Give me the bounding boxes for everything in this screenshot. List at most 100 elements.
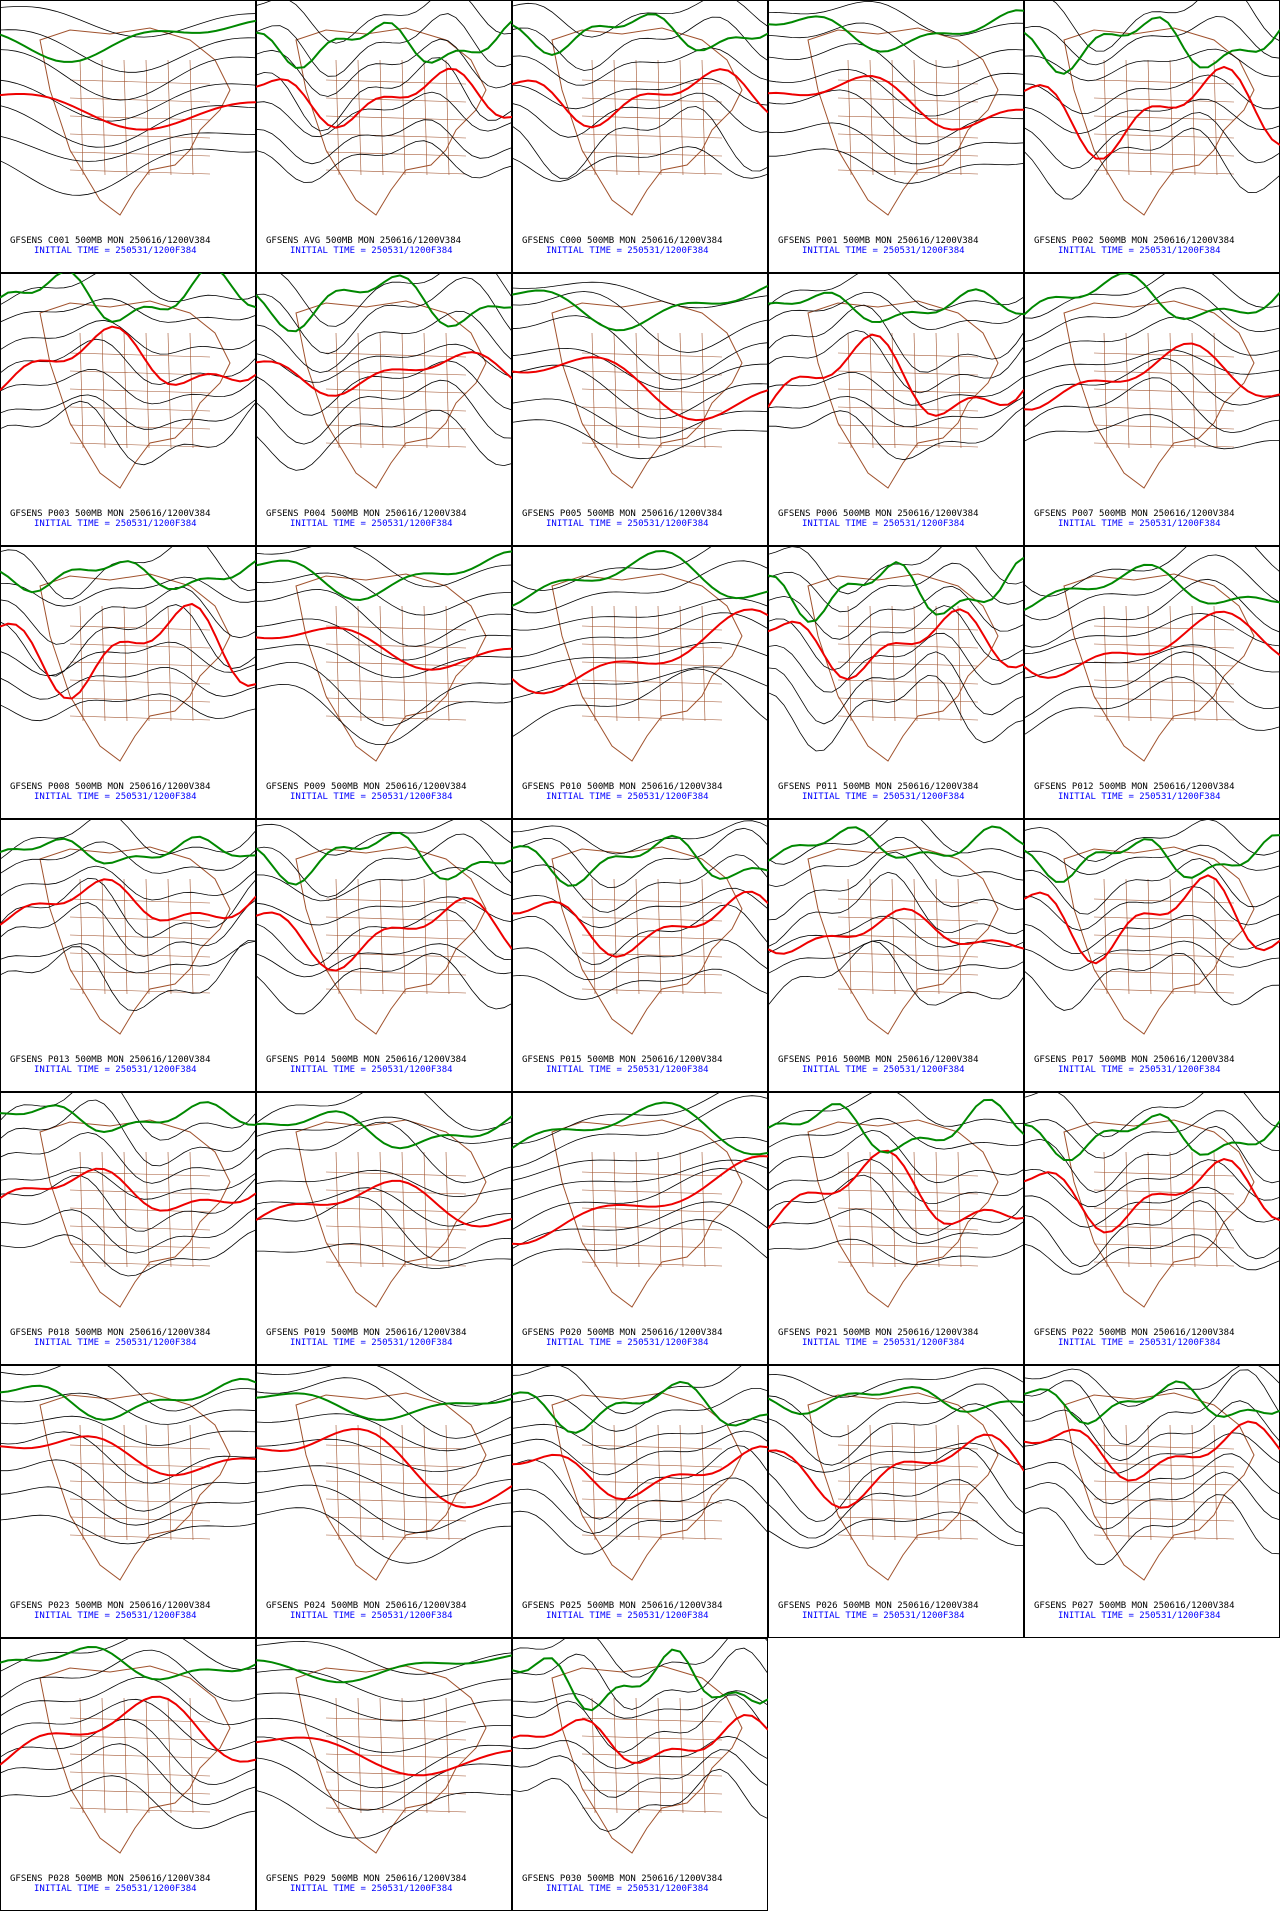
height-contour <box>512 106 768 179</box>
state-line <box>69 697 211 703</box>
state-line <box>325 697 467 703</box>
state-line <box>325 370 467 376</box>
contour-552 <box>768 1098 1024 1154</box>
contour-576 <box>1024 65 1280 160</box>
state-line <box>325 1171 467 1177</box>
coastline <box>551 573 743 762</box>
coastline <box>1063 27 1255 216</box>
state-line <box>357 1151 362 1268</box>
map: GFSENS P014 500MB MON 250616/1200V384INI… <box>256 819 512 1092</box>
map: GFSENS P006 500MB MON 250616/1200V384INI… <box>768 273 1024 546</box>
map-panel: GFSENS AVG 500MB MON 250616/1200V384 INIT… <box>256 0 512 273</box>
height-contour <box>768 836 1024 888</box>
height-contour <box>512 854 768 913</box>
state-line <box>1125 59 1130 176</box>
state-line <box>635 1697 640 1814</box>
state-line <box>701 878 706 995</box>
state-line <box>613 1151 618 1268</box>
state-line <box>701 332 706 449</box>
height-contour <box>512 16 768 71</box>
panel-frame <box>1024 273 1280 546</box>
state-line <box>1103 605 1108 722</box>
height-contour <box>256 572 512 616</box>
state-line <box>69 424 211 430</box>
state-line <box>935 59 940 176</box>
state-line <box>79 878 84 995</box>
map-panel: GFSENS P013 500MB MON 250616/1200V384 INI… <box>0 819 256 1092</box>
contour-576 <box>256 351 512 397</box>
panel-frame <box>256 546 512 819</box>
contour-576 <box>512 1713 768 1764</box>
caption-line1: GFSENS C001 500MB MON 250616/1200V384 <box>10 236 210 246</box>
state-line <box>379 332 384 449</box>
state-line <box>635 605 640 722</box>
state-line <box>445 1151 450 1268</box>
state-line <box>957 59 962 176</box>
height-contour <box>768 819 1024 865</box>
state-line <box>445 59 450 176</box>
map: GFSENS C001 500MB MON 250616/1200V384INI… <box>0 0 256 273</box>
state-line <box>1093 406 1235 412</box>
state-line <box>325 1444 467 1450</box>
height-contour <box>0 1431 256 1484</box>
state-line <box>423 332 428 449</box>
panel-frame <box>768 546 1024 819</box>
caption-line2: INITIAL TIME = 250531/1200F384 <box>1058 792 1221 802</box>
map: GFSENS P001 500MB MON 250616/1200V384INI… <box>768 0 1024 273</box>
state-line <box>1093 625 1235 631</box>
caption-line1: GFSENS P015 500MB MON 250616/1200V384 <box>522 1055 722 1065</box>
state-line <box>581 169 723 175</box>
state-line <box>325 643 467 649</box>
height-contour <box>512 666 768 699</box>
caption-line1: GFSENS P011 500MB MON 250616/1200V384 <box>778 782 978 792</box>
state-line <box>401 1697 406 1814</box>
height-contour <box>768 22 1024 68</box>
state-line <box>79 1697 84 1814</box>
coastline <box>295 1392 487 1581</box>
state-line <box>1093 133 1235 139</box>
state-line <box>581 1480 723 1486</box>
height-contour <box>1024 1494 1280 1565</box>
state-line <box>613 332 618 449</box>
height-contour <box>1024 940 1280 971</box>
map-panel: GFSENS P024 500MB MON 250616/1200V384 INI… <box>256 1365 512 1638</box>
state-line <box>581 1534 723 1540</box>
state-line <box>701 1424 706 1541</box>
height-contour <box>256 1717 512 1753</box>
state-line <box>581 1189 723 1195</box>
state-line <box>581 1717 723 1723</box>
state-line <box>423 605 428 722</box>
height-contour <box>768 43 1024 97</box>
map: GFSENS P027 500MB MON 250616/1200V384INI… <box>1024 1365 1280 1638</box>
panel-frame <box>0 1092 256 1365</box>
state-line <box>1147 878 1152 995</box>
contour-552 <box>768 1385 1024 1416</box>
state-line <box>635 1424 640 1541</box>
map-panel: GFSENS P014 500MB MON 250616/1200V384 INI… <box>256 819 512 1092</box>
height-contour <box>768 674 1024 752</box>
state-line <box>581 424 723 430</box>
state-line <box>69 1534 211 1540</box>
height-contour <box>512 1219 768 1267</box>
caption-line1: GFSENS P016 500MB MON 250616/1200V384 <box>778 1055 978 1065</box>
height-contour <box>0 940 256 1012</box>
map-panel: GFSENS P018 500MB MON 250616/1200V384 INI… <box>0 1092 256 1365</box>
state-line <box>679 1151 684 1268</box>
contour-552 <box>512 1380 768 1434</box>
height-contour <box>512 1768 768 1832</box>
height-contour <box>768 851 1024 921</box>
state-line <box>325 679 467 685</box>
caption-line1: GFSENS AVG 500MB MON 250616/1200V384 <box>266 236 461 246</box>
map-panel: GFSENS P008 500MB MON 250616/1200V384 INI… <box>0 546 256 819</box>
state-line <box>1093 916 1235 922</box>
height-contour <box>512 546 713 591</box>
map-panel: GFSENS P020 500MB MON 250616/1200V384 INI… <box>512 1092 768 1365</box>
coastline <box>1063 1119 1255 1308</box>
height-contour <box>768 89 1024 145</box>
state-line <box>189 1151 194 1268</box>
state-line <box>837 79 979 85</box>
height-contour <box>512 92 768 138</box>
state-line <box>145 59 150 176</box>
caption-line2: INITIAL TIME = 250531/1200F384 <box>802 519 965 529</box>
state-line <box>1191 332 1196 449</box>
